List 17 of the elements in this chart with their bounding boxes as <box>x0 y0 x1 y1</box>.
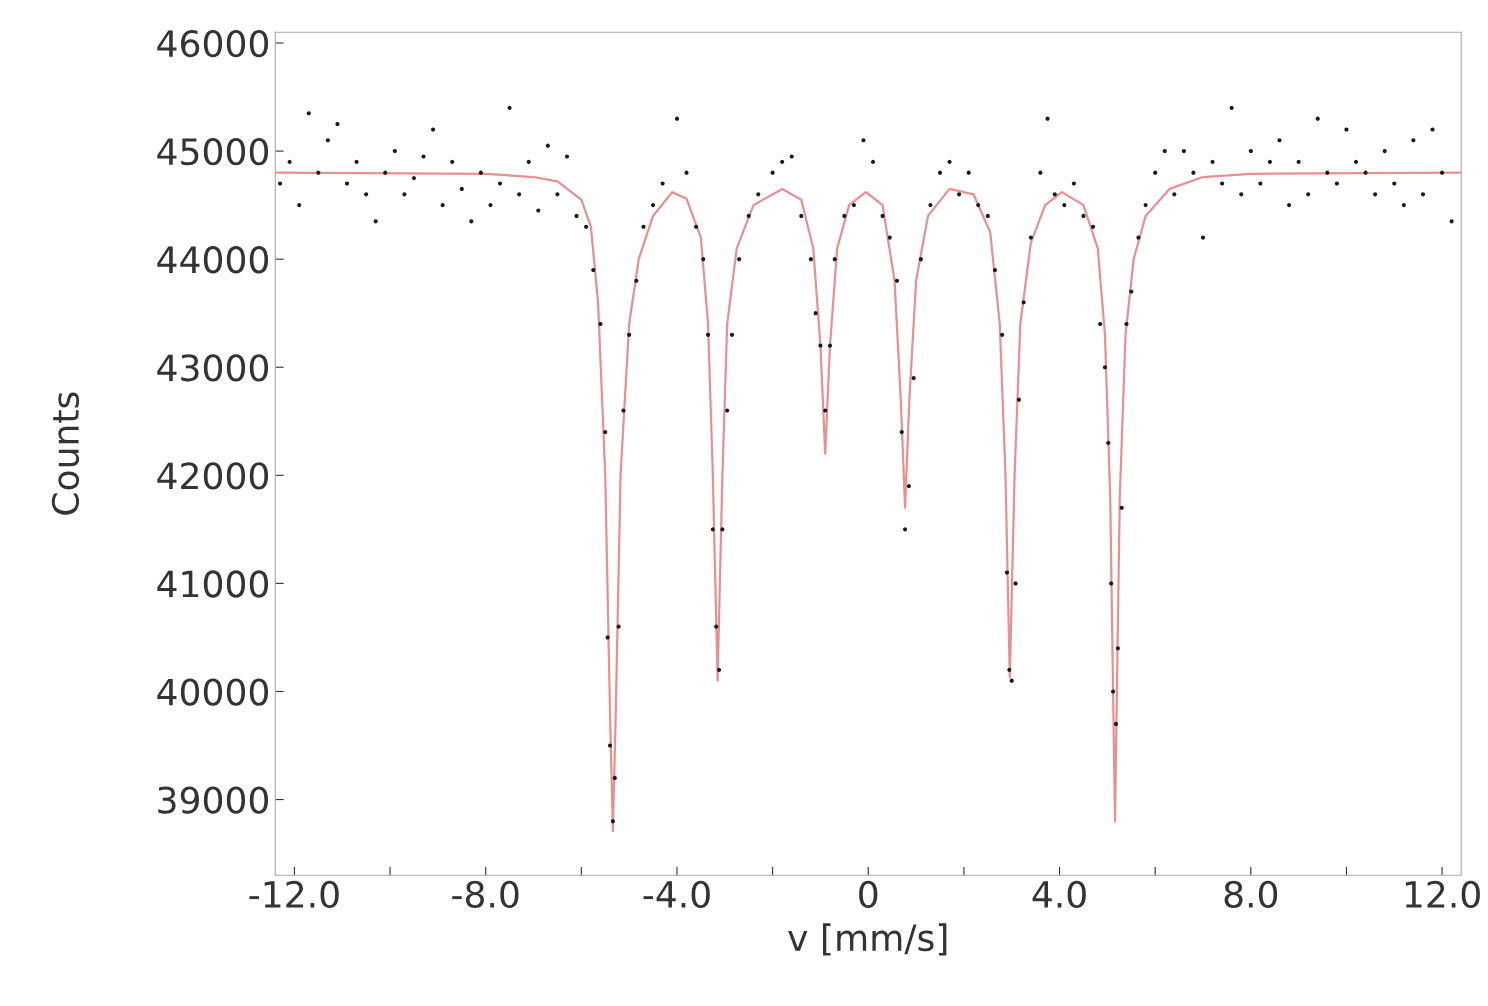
x-tick-label: -8.0 <box>452 880 519 909</box>
y-tick-label: 41000 <box>157 570 269 598</box>
y-axis-title: Counts <box>51 392 80 515</box>
x-tick-label: -4.0 <box>643 880 710 909</box>
y-tick-label: 43000 <box>157 354 269 382</box>
x-tick-label: 12.0 <box>1405 880 1480 909</box>
x-axis-title: v [mm/s] <box>788 923 947 956</box>
y-tick-label: 40000 <box>157 678 269 706</box>
x-tick-label: 8.0 <box>1224 880 1278 909</box>
y-tick-label: 42000 <box>157 462 269 490</box>
x-tick-label: 4.0 <box>1032 880 1086 909</box>
x-tick-label: 0 <box>859 880 878 909</box>
y-tick-label: 39000 <box>158 786 269 814</box>
y-tick-label: 46000 <box>157 29 269 58</box>
y-tick-label: 44000 <box>157 246 269 274</box>
y-tick-label: 45000 <box>157 138 269 166</box>
x-tick-label: -12.0 <box>249 880 339 909</box>
